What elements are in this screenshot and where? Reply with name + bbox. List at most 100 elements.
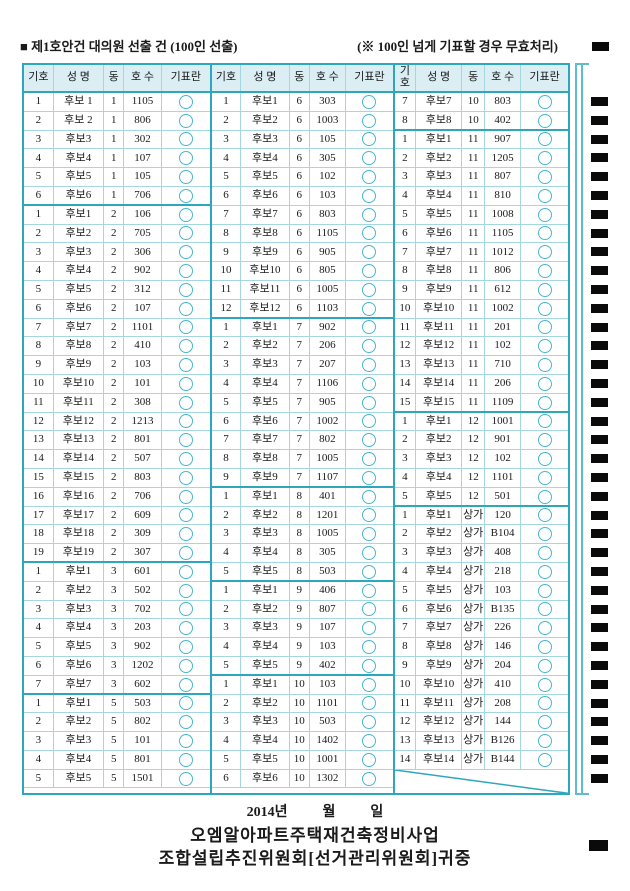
mark-circle[interactable]	[178, 602, 193, 617]
mark-circle[interactable]	[537, 151, 552, 166]
mark-circle[interactable]	[362, 527, 377, 542]
mark-circle[interactable]	[178, 640, 193, 654]
mark-circle[interactable]	[178, 771, 193, 786]
mark-circle[interactable]	[537, 564, 552, 579]
mark-circle[interactable]	[178, 733, 193, 748]
mark-circle[interactable]	[362, 546, 377, 561]
mark-circle[interactable]	[178, 696, 193, 711]
mark-circle[interactable]	[537, 658, 552, 673]
mark-circle[interactable]	[537, 170, 552, 185]
mark-circle[interactable]	[362, 207, 377, 222]
mark-circle[interactable]	[537, 339, 552, 354]
mark-circle[interactable]	[537, 245, 552, 260]
mark-circle[interactable]	[178, 339, 193, 354]
mark-circle[interactable]	[537, 489, 552, 504]
mark-circle[interactable]	[537, 320, 552, 335]
mark-circle[interactable]	[178, 282, 193, 297]
mark-circle[interactable]	[537, 715, 552, 730]
mark-circle[interactable]	[537, 226, 552, 241]
mark-circle[interactable]	[178, 677, 193, 692]
mark-circle[interactable]	[537, 264, 552, 279]
mark-circle[interactable]	[178, 226, 193, 241]
mark-circle[interactable]	[178, 188, 193, 203]
mark-circle[interactable]	[178, 151, 193, 166]
mark-circle[interactable]	[362, 696, 377, 711]
mark-circle[interactable]	[178, 376, 193, 391]
mark-circle[interactable]	[537, 94, 552, 109]
mark-circle[interactable]	[362, 489, 377, 504]
mark-circle[interactable]	[537, 640, 552, 654]
mark-circle[interactable]	[178, 132, 193, 147]
mark-circle[interactable]	[178, 264, 193, 279]
mark-circle[interactable]	[178, 564, 193, 579]
mark-circle[interactable]	[178, 527, 193, 542]
mark-circle[interactable]	[537, 433, 552, 448]
mark-circle[interactable]	[362, 602, 377, 617]
mark-circle[interactable]	[362, 752, 377, 767]
mark-circle[interactable]	[178, 489, 193, 504]
mark-circle[interactable]	[537, 376, 552, 391]
mark-circle[interactable]	[537, 452, 552, 467]
mark-circle[interactable]	[178, 113, 193, 128]
mark-circle[interactable]	[362, 320, 377, 335]
mark-circle[interactable]	[178, 658, 193, 673]
mark-circle[interactable]	[362, 358, 377, 373]
mark-circle[interactable]	[362, 640, 377, 654]
mark-circle[interactable]	[178, 395, 193, 410]
mark-circle[interactable]	[537, 677, 552, 692]
mark-circle[interactable]	[362, 188, 377, 203]
mark-circle[interactable]	[362, 433, 377, 448]
mark-circle[interactable]	[537, 358, 552, 373]
mark-circle[interactable]	[537, 752, 552, 767]
mark-circle[interactable]	[537, 282, 552, 297]
mark-circle[interactable]	[178, 470, 193, 485]
mark-circle[interactable]	[537, 395, 552, 410]
mark-circle[interactable]	[362, 733, 377, 748]
mark-circle[interactable]	[537, 546, 552, 561]
mark-circle[interactable]	[362, 151, 377, 166]
mark-circle[interactable]	[362, 583, 377, 598]
mark-circle[interactable]	[362, 113, 377, 128]
mark-circle[interactable]	[178, 583, 193, 598]
mark-circle[interactable]	[362, 376, 377, 391]
mark-circle[interactable]	[178, 715, 193, 730]
mark-circle[interactable]	[178, 245, 193, 260]
mark-circle[interactable]	[362, 264, 377, 279]
mark-circle[interactable]	[537, 527, 552, 542]
mark-circle[interactable]	[362, 339, 377, 354]
mark-circle[interactable]	[178, 207, 193, 222]
mark-circle[interactable]	[178, 414, 193, 429]
mark-circle[interactable]	[537, 188, 552, 203]
mark-circle[interactable]	[178, 170, 193, 185]
mark-circle[interactable]	[362, 658, 377, 673]
mark-circle[interactable]	[362, 470, 377, 485]
mark-circle[interactable]	[362, 282, 377, 297]
mark-circle[interactable]	[178, 752, 193, 767]
mark-circle[interactable]	[178, 320, 193, 335]
mark-circle[interactable]	[362, 621, 377, 636]
mark-circle[interactable]	[362, 301, 377, 316]
mark-circle[interactable]	[537, 696, 552, 711]
mark-circle[interactable]	[178, 301, 193, 316]
mark-circle[interactable]	[537, 301, 552, 316]
mark-circle[interactable]	[178, 546, 193, 561]
mark-circle[interactable]	[178, 621, 193, 636]
mark-circle[interactable]	[362, 677, 377, 692]
mark-circle[interactable]	[362, 226, 377, 241]
mark-circle[interactable]	[362, 771, 377, 786]
mark-circle[interactable]	[362, 508, 377, 523]
mark-circle[interactable]	[537, 508, 552, 523]
mark-circle[interactable]	[362, 452, 377, 467]
mark-circle[interactable]	[537, 132, 552, 147]
mark-circle[interactable]	[537, 414, 552, 429]
mark-circle[interactable]	[362, 715, 377, 730]
mark-circle[interactable]	[178, 433, 193, 448]
mark-circle[interactable]	[362, 395, 377, 410]
mark-circle[interactable]	[537, 113, 552, 128]
mark-circle[interactable]	[178, 508, 193, 523]
mark-circle[interactable]	[178, 452, 193, 467]
mark-circle[interactable]	[537, 733, 552, 748]
mark-circle[interactable]	[537, 470, 552, 485]
mark-circle[interactable]	[537, 207, 552, 222]
mark-circle[interactable]	[362, 132, 377, 147]
